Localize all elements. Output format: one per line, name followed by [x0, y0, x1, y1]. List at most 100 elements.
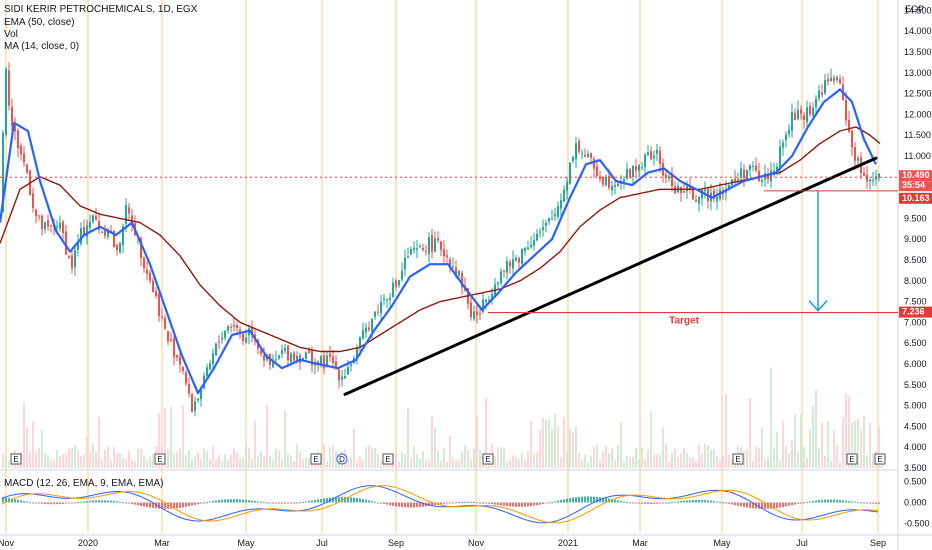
support-price-tag-bg [899, 192, 932, 204]
volume-bar [167, 449, 169, 468]
candle-body [236, 325, 238, 328]
candle-body [128, 207, 130, 214]
macd-bar [755, 502, 757, 509]
volume-bar [815, 390, 817, 468]
candle-body [626, 169, 628, 179]
macd-bar [680, 501, 682, 503]
candle-body [23, 153, 25, 163]
y-tick-label: 5.500 [904, 380, 927, 390]
macd-bar [140, 502, 142, 506]
candle-body [713, 190, 715, 199]
volume-bar [659, 454, 661, 468]
y-tick-label: 4.000 [904, 442, 927, 452]
volume-bar [164, 407, 166, 468]
earnings-mark [482, 453, 494, 465]
volume-bar [518, 459, 520, 468]
macd-legend: MACD (12, 26, EMA, 9, EMA, EMA) [4, 478, 164, 489]
macd-bar [581, 496, 583, 503]
volume-bar [422, 451, 424, 468]
candle-body [224, 331, 226, 338]
candle-body [839, 78, 841, 84]
volume-bar [692, 457, 694, 468]
candle-body [395, 280, 397, 288]
macd-bar [209, 501, 211, 503]
macd-bar [671, 502, 673, 504]
volume-bar [587, 461, 589, 468]
volume-bar [842, 417, 844, 468]
macd-bar [410, 502, 412, 508]
volume-bar [110, 460, 112, 468]
macd-bar [764, 502, 766, 509]
macd-bar [89, 500, 91, 503]
volume-bar [92, 444, 94, 468]
volume-bar [551, 429, 553, 468]
macd-bar [551, 502, 553, 504]
volume-bar [641, 447, 643, 468]
volume-bar [806, 457, 808, 468]
volume-bar [566, 452, 568, 468]
macd-bar [677, 501, 679, 503]
candle-body [287, 345, 289, 361]
macd-bar [557, 500, 559, 503]
volume-bar [851, 422, 853, 468]
earnings-mark [874, 453, 886, 465]
candle-body [188, 384, 190, 394]
macd-bar [338, 496, 340, 503]
macd-bar [440, 502, 442, 505]
volume-bar [812, 405, 814, 468]
volume-bar [800, 414, 802, 468]
candle-body [50, 224, 52, 226]
candle-body [176, 354, 178, 358]
volume-bar [113, 447, 115, 468]
candle-body [650, 151, 652, 160]
macd-bar [719, 501, 721, 503]
candle-body [119, 243, 121, 253]
macd-bar [530, 502, 532, 507]
macd-bar [797, 502, 799, 504]
volume-bar [239, 457, 241, 468]
volume-bar [53, 460, 55, 468]
candle-body [608, 176, 610, 188]
candle-body [47, 220, 49, 227]
candle-body [581, 153, 583, 155]
candle-body [344, 376, 346, 379]
volume-bar [635, 448, 637, 468]
candle-body [830, 77, 832, 82]
candle-body [446, 255, 448, 258]
candle-body [242, 333, 244, 341]
macd-bar [809, 501, 811, 503]
volume-bar [668, 461, 670, 468]
candle-body [443, 249, 445, 257]
macd-bar [59, 502, 61, 505]
macd-bar [488, 502, 490, 504]
macd-bar [593, 496, 595, 503]
candle-body [386, 299, 388, 301]
candle-body [143, 257, 145, 269]
candle-body [845, 100, 847, 121]
volume-bar [236, 452, 238, 468]
candle-body [542, 226, 544, 231]
volume-bar [308, 458, 310, 468]
macd-bar [200, 502, 202, 504]
volume-bar [791, 439, 793, 468]
x-tick-label: May [237, 538, 255, 548]
macd-bar [335, 497, 337, 503]
candle-body [539, 231, 541, 233]
candle-body [458, 270, 460, 276]
candle-body [644, 154, 646, 168]
candle-body [857, 157, 859, 161]
signal-line [1, 485, 879, 524]
volume-bar [650, 411, 652, 468]
volume-bar [107, 447, 109, 468]
candle-body [44, 222, 46, 230]
volume-bar [521, 453, 523, 468]
candle-body [767, 174, 769, 180]
candle-body [797, 109, 799, 120]
candle-body [506, 261, 508, 273]
volume-bar [578, 452, 580, 468]
macd-bar [95, 500, 97, 503]
macd-bar [374, 501, 376, 503]
candle-series [2, 62, 880, 417]
macd-tick-label: 0.000 [904, 498, 927, 508]
